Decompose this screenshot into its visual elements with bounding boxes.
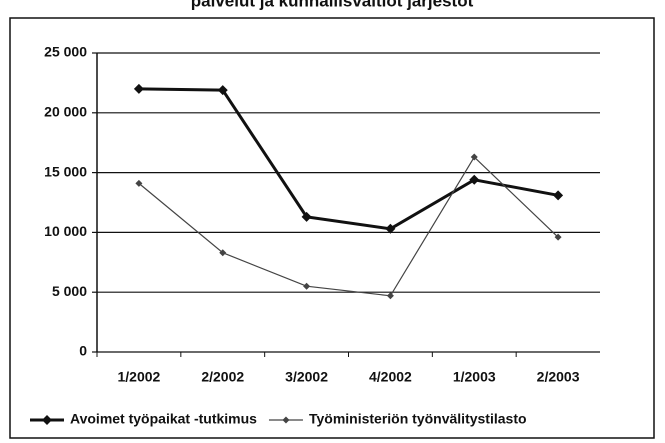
series-line <box>138 156 559 297</box>
legend-label: Työministeriön työnvälitystilasto <box>309 411 527 427</box>
y-tick-label: 20 000 <box>44 104 87 120</box>
point-marker <box>133 83 144 94</box>
x-tick-label: 2/2003 <box>537 369 580 385</box>
point-marker <box>217 85 228 96</box>
legend-marker <box>42 415 52 425</box>
chart-frame <box>9 17 655 439</box>
y-tick-label: 25 000 <box>44 44 87 60</box>
y-tick-label: 5 000 <box>52 283 87 299</box>
y-tick-label: 0 <box>79 343 87 359</box>
y-tick-label: 15 000 <box>44 163 87 179</box>
point-marker <box>553 190 564 201</box>
point-marker <box>219 249 227 257</box>
x-tick-label: 1/2002 <box>118 369 161 385</box>
x-tick-label: 4/2002 <box>369 369 412 385</box>
legend-label: Avoimet työpaikat -tutkimus <box>70 411 257 427</box>
chart-title: palvelut ja kunnallisvaltiot järjestöt <box>191 0 474 10</box>
point-marker <box>303 282 311 290</box>
point-marker <box>469 174 480 185</box>
point-marker <box>301 211 312 222</box>
point-marker <box>386 292 394 300</box>
point-marker <box>385 223 396 234</box>
y-tick-label: 10 000 <box>44 223 87 239</box>
point-marker <box>554 233 562 241</box>
point-marker <box>470 153 478 161</box>
x-tick-label: 2/2002 <box>201 369 244 385</box>
series-line <box>138 87 559 231</box>
point-marker <box>135 179 143 187</box>
x-tick-label: 1/2003 <box>453 369 496 385</box>
legend-marker <box>282 416 290 424</box>
x-tick-label: 3/2002 <box>285 369 328 385</box>
